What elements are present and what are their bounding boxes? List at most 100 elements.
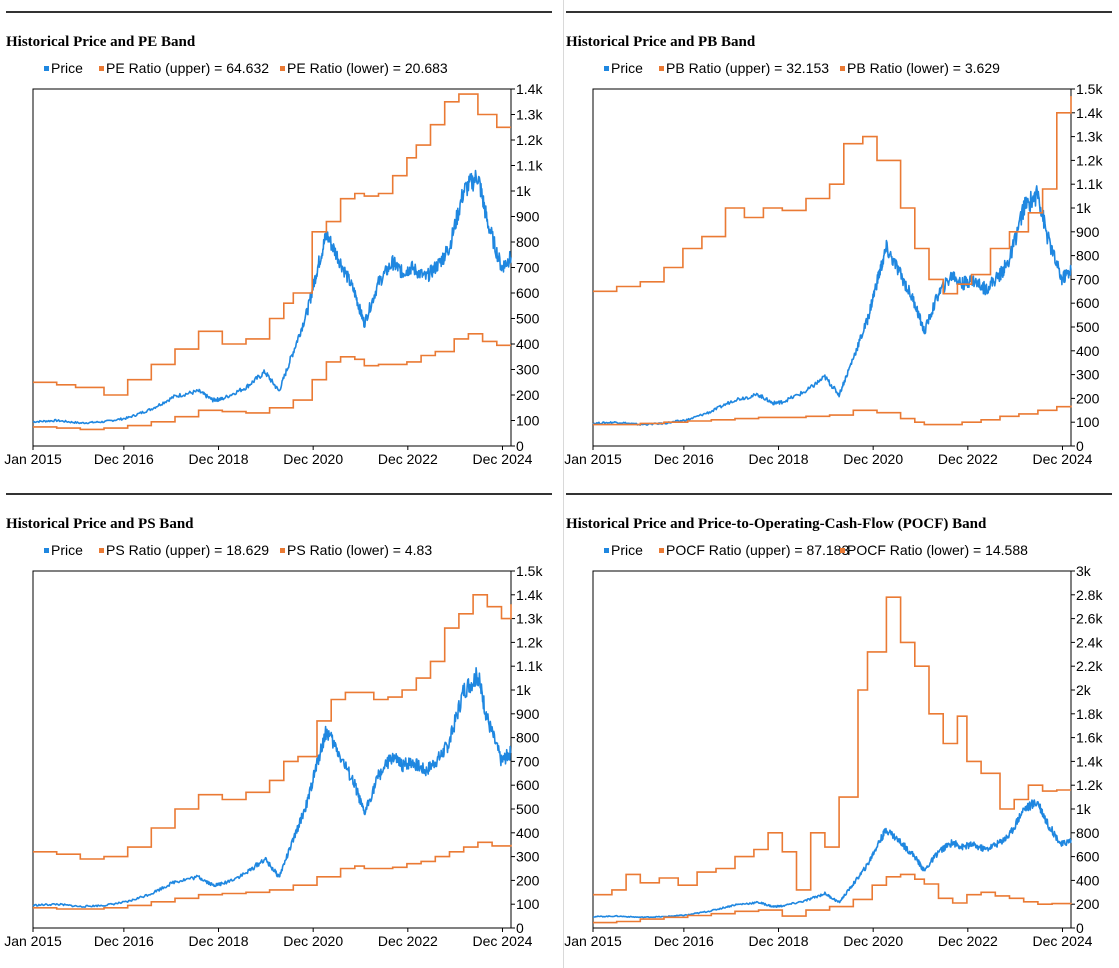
- y-tick-label: 300: [516, 362, 540, 378]
- x-tick-label: Dec 2018: [749, 451, 809, 467]
- y-tick-label: 0: [1076, 438, 1084, 454]
- y-tick-label: 800: [516, 234, 540, 250]
- y-tick-label: 1k: [1076, 200, 1092, 216]
- upper-band-line: [593, 96, 1072, 295]
- legend-label: POCF Ratio (upper) = 87.183: [666, 542, 849, 558]
- y-tick-label: 1.5k: [1076, 81, 1103, 97]
- panel-title: Historical Price and PS Band: [6, 516, 194, 532]
- x-tick-label: Dec 2024: [473, 451, 533, 467]
- x-tick-label: Dec 2016: [654, 933, 714, 949]
- y-tick-label: 400: [1076, 872, 1100, 888]
- x-tick-label: Dec 2022: [378, 933, 438, 949]
- upper-band-line: [33, 93, 511, 396]
- pb-band-panel: Historical Price and PB Band Price PB Rat…: [564, 11, 1112, 481]
- ps-band-panel: Historical Price and PS Band Price PS Rat…: [4, 493, 552, 963]
- y-tick-label: 400: [1076, 343, 1100, 359]
- panel-top-rule: [566, 11, 1112, 13]
- y-tick-label: 900: [1076, 224, 1100, 240]
- upper-band-line: [33, 594, 512, 860]
- y-tick-label: 300: [1076, 367, 1100, 383]
- panel-top-rule: [6, 11, 552, 13]
- legend-label: POCF Ratio (lower) = 14.588: [847, 542, 1028, 558]
- x-tick-label: Dec 2022: [938, 933, 998, 949]
- y-tick-label: 200: [516, 387, 540, 403]
- price-line: [592, 185, 1072, 426]
- legend-marker: [840, 66, 845, 71]
- y-tick-label: 1.1k: [516, 158, 543, 174]
- lower-band-line: [593, 873, 1072, 924]
- panel-top-rule: [6, 493, 552, 495]
- x-tick-label: Dec 2022: [938, 451, 998, 467]
- x-tick-label: Dec 2020: [843, 933, 903, 949]
- y-tick-label: 700: [1076, 271, 1100, 287]
- panel-title: Historical Price and Price-to-Operating-…: [566, 516, 987, 532]
- x-tick-label: Jan 2015: [4, 451, 62, 467]
- y-tick-label: 100: [1076, 414, 1100, 430]
- y-tick-label: 200: [1076, 390, 1100, 406]
- y-tick-label: 600: [1076, 849, 1100, 865]
- legend-marker: [44, 66, 49, 71]
- y-tick-label: 2.6k: [1076, 611, 1103, 627]
- x-tick-label: Jan 2015: [4, 933, 62, 949]
- pb-band-chart: Price PB Ratio (upper) = 32.153 PB Ratio (…: [564, 60, 1103, 467]
- y-tick-label: 200: [516, 872, 540, 888]
- x-tick-label: Dec 2016: [94, 451, 154, 467]
- y-tick-label: 1.4k: [516, 587, 543, 603]
- y-tick-label: 1.1k: [516, 658, 543, 674]
- y-tick-label: 2.8k: [1076, 587, 1103, 603]
- x-tick-label: Dec 2020: [843, 451, 903, 467]
- plot-frame: [32, 570, 512, 929]
- y-tick-label: 1.4k: [1076, 105, 1103, 121]
- y-tick-label: 1.1k: [1076, 176, 1103, 192]
- y-tick-label: 1.3k: [1076, 129, 1103, 145]
- y-tick-label: 3k: [1076, 563, 1092, 579]
- y-tick-label: 2k: [1076, 682, 1092, 698]
- x-tick-label: Dec 2024: [1033, 451, 1093, 467]
- y-tick-label: 2.2k: [1076, 658, 1103, 674]
- panel-title: Historical Price and PB Band: [566, 34, 756, 50]
- y-tick-label: 300: [516, 849, 540, 865]
- legend-marker: [659, 548, 664, 553]
- y-tick-label: 0: [516, 438, 524, 454]
- legend-marker: [840, 548, 845, 553]
- legend-marker: [280, 66, 285, 71]
- y-tick-label: 1k: [1076, 801, 1092, 817]
- y-tick-label: 0: [1076, 920, 1084, 936]
- y-tick-label: 1.2k: [516, 634, 543, 650]
- y-tick-label: 1k: [516, 682, 532, 698]
- pe-band-chart: Price PE Ratio (upper) = 64.632 PE Ratio (…: [4, 60, 543, 467]
- legend-label: PB Ratio (upper) = 32.153: [666, 60, 829, 76]
- y-tick-label: 700: [516, 260, 540, 276]
- legend-marker: [99, 548, 104, 553]
- y-tick-label: 1.3k: [516, 611, 543, 627]
- legend-marker: [99, 66, 104, 71]
- x-tick-label: Dec 2018: [189, 451, 249, 467]
- x-tick-label: Dec 2022: [378, 451, 438, 467]
- x-tick-label: Dec 2020: [283, 933, 343, 949]
- x-tick-label: Jan 2015: [564, 451, 622, 467]
- price-line: [32, 169, 512, 425]
- y-tick-label: 700: [516, 753, 540, 769]
- y-tick-label: 800: [516, 730, 540, 746]
- y-tick-label: 500: [1076, 319, 1100, 335]
- x-tick-label: Dec 2024: [1033, 933, 1093, 949]
- x-tick-label: Jan 2015: [564, 933, 622, 949]
- pe-band-panel: Historical Price and PE Band Price PE Rat…: [4, 11, 552, 481]
- legend-label: Price: [611, 60, 643, 76]
- y-tick-label: 200: [1076, 896, 1100, 912]
- y-tick-label: 1k: [516, 183, 532, 199]
- x-tick-label: Dec 2024: [473, 933, 533, 949]
- price-line: [32, 667, 512, 908]
- y-tick-label: 400: [516, 336, 540, 352]
- legend-label: Price: [51, 60, 83, 76]
- legend-label: Price: [51, 542, 83, 558]
- panel-divider: [563, 0, 564, 968]
- legend-marker: [604, 548, 609, 553]
- plot-frame: [592, 570, 1072, 929]
- upper-band-line: [593, 596, 1071, 896]
- y-tick-label: 1.2k: [1076, 152, 1103, 168]
- y-tick-label: 1.3k: [516, 107, 543, 123]
- legend-marker: [659, 66, 664, 71]
- x-tick-label: Dec 2020: [283, 451, 343, 467]
